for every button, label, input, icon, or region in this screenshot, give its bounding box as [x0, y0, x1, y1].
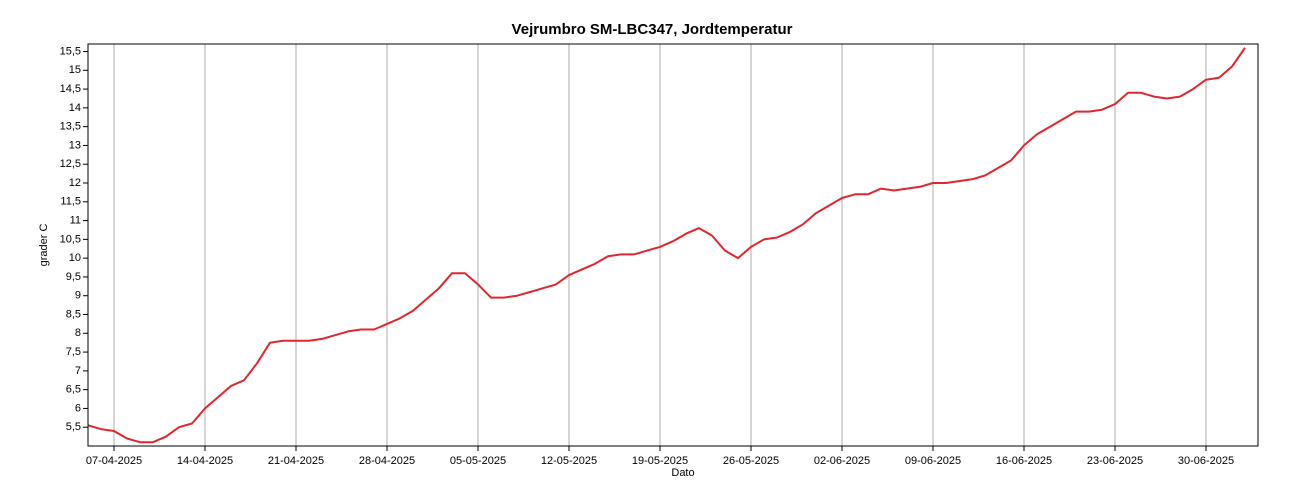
- y-axis-title: grader C: [38, 224, 50, 267]
- x-tick-label: 09-06-2025: [905, 455, 961, 467]
- y-tick-label: 11,5: [60, 196, 81, 208]
- y-tick-label: 10: [69, 252, 81, 264]
- x-tick-label: 30-06-2025: [1178, 455, 1234, 467]
- y-tick-label: 5,5: [66, 421, 81, 433]
- x-tick-label: 12-05-2025: [541, 455, 597, 467]
- x-axis-title: Dato: [671, 467, 694, 479]
- y-tick-label: 10,5: [60, 233, 81, 245]
- y-tick-label: 9: [75, 290, 81, 302]
- x-tick-label: 19-05-2025: [632, 455, 688, 467]
- x-tick-label: 07-04-2025: [86, 455, 142, 467]
- plot-frame: [87, 43, 1259, 447]
- y-tick-label: 6: [75, 402, 81, 414]
- y-tick-label: 13: [69, 139, 81, 151]
- y-tick-label: 8,5: [66, 308, 81, 320]
- y-tick-label: 14: [69, 102, 81, 114]
- y-tick-label: 8: [75, 327, 81, 339]
- y-tick-label: 7: [75, 365, 81, 377]
- y-tick-label: 12: [69, 177, 81, 189]
- y-tick-label: 15,5: [60, 45, 81, 57]
- x-tick-label: 05-05-2025: [450, 455, 506, 467]
- y-tick-label: 7,5: [66, 346, 81, 358]
- y-tick-label: 13,5: [60, 121, 81, 133]
- x-tick-label: 14-04-2025: [177, 455, 233, 467]
- x-tick-label: 02-06-2025: [814, 455, 870, 467]
- y-tick-label: 14,5: [60, 83, 81, 95]
- x-tick-label: 23-06-2025: [1087, 455, 1143, 467]
- x-tick-label: 21-04-2025: [268, 455, 324, 467]
- x-tick-label: 26-05-2025: [723, 455, 779, 467]
- data-line: [87, 47, 1246, 444]
- x-tick-label: 16-06-2025: [996, 455, 1052, 467]
- chart-title: Vejrumbro SM-LBC347, Jordtemperatur: [512, 21, 793, 38]
- y-tick-label: 6,5: [66, 384, 81, 396]
- x-tick-label: 28-04-2025: [359, 455, 415, 467]
- y-tick-label: 11: [70, 214, 81, 226]
- y-tick-label: 15: [69, 64, 81, 76]
- y-tick-label: 9,5: [66, 271, 81, 283]
- y-tick-label: 12,5: [60, 158, 81, 170]
